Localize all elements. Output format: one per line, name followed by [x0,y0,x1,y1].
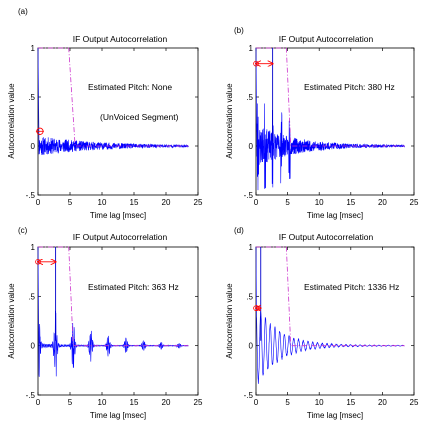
autocorrelation-line [255,47,405,191]
panel-label: (a) [18,7,28,16]
x-tick-label: 0 [254,398,259,407]
panel-b: (b) IF Output Autocorrelation 0 5 10 15 20 25… [225,26,419,220]
x-tick-label: 15 [346,398,355,407]
plot-frame [255,47,415,196]
y-tick-label: 1 [31,243,36,252]
y-tick-label: 0 [31,142,36,151]
x-tick-label: 5 [285,198,290,207]
x-axis-label: Time lag [msec] [90,411,146,420]
x-tick-label: 5 [68,398,73,407]
panel-title: IF Output Autocorrelation [279,34,374,44]
x-ticks: 0 5 10 15 20 25 [254,247,419,407]
y-ticks: -.5 0 .5 1 [26,243,198,400]
y-tick-label: -.5 [26,191,36,200]
x-tick-label: 25 [410,398,419,407]
x-tick-label: 0 [254,198,259,207]
panel-label: (c) [18,226,28,235]
y-ticks: -.5 0 .5 1 [244,44,414,200]
x-tick-label: 10 [315,398,324,407]
y-tick-label: 0 [249,142,254,151]
pitch-marker [253,305,259,311]
y-tick-label: 1 [249,44,254,53]
x-tick-label: 15 [130,398,139,407]
plot-area [35,246,189,377]
y-tick-label: .5 [246,93,253,102]
plot-frame [37,47,199,196]
plot-frame [37,246,199,396]
x-tick-label: 25 [194,198,203,207]
x-tick-label: 10 [98,198,107,207]
window-line [256,47,405,147]
panel-title: IF Output Autocorrelation [73,34,168,44]
plot-area [253,246,405,384]
y-axis-label: Autocorrelation value [225,283,234,359]
x-ticks: 0 5 10 15 20 25 [36,48,203,207]
pitch-annotation: Estimated Pitch: 363 Hz [88,282,179,292]
y-axis-label: Autocorrelation value [7,283,16,359]
window-line [38,47,189,147]
x-tick-label: 25 [410,198,419,207]
x-tick-label: 20 [378,398,387,407]
y-axis-label: Autocorrelation value [7,83,16,159]
y-tick-label: .5 [246,292,253,301]
y-tick-label: -.5 [26,391,36,400]
plot-area [35,47,189,155]
autocorrelation-line [37,47,189,155]
x-tick-label: 20 [378,198,387,207]
y-tick-label: 1 [31,44,36,53]
panel-d: (d) IF Output Autocorrelation 0 5 10 15 20 25… [225,226,419,420]
x-ticks: 0 5 10 15 20 25 [254,48,419,207]
y-tick-label: .5 [28,292,35,301]
x-tick-label: 5 [68,198,73,207]
panel-label: (b) [234,26,244,35]
x-tick-label: 20 [162,398,171,407]
panel-c: (c) IF Output Autocorrelation 0 5 10 15 20 25… [7,226,203,420]
x-tick-label: 0 [36,198,41,207]
y-tick-label: -.5 [244,191,254,200]
y-tick-label: -.5 [244,391,254,400]
y-ticks: -.5 0 .5 1 [244,243,414,400]
x-tick-label: 25 [194,398,203,407]
x-tick-label: 10 [315,198,324,207]
x-tick-label: 10 [98,398,107,407]
x-tick-label: 0 [36,398,41,407]
pitch-annotation: Estimated Pitch: None [88,82,172,92]
pitch-marker [35,258,41,265]
segment-annotation: (UnVoiced Segment) [100,112,179,122]
panel-a: (a) IF Output Autocorrelation 0 5 10 15 20 25… [7,7,203,220]
y-tick-label: 1 [249,243,254,252]
plot-frame [255,246,415,396]
x-tick-label: 15 [346,198,355,207]
x-tick-label: 15 [130,198,139,207]
panel-title: IF Output Autocorrelation [73,232,168,242]
panel-label: (d) [234,226,244,235]
x-axis-label: Time lag [msec] [90,211,146,220]
x-axis-label: Time lag [msec] [307,411,363,420]
window-line [38,246,189,347]
y-tick-label: 0 [31,342,36,351]
y-ticks: -.5 0 .5 1 [26,44,198,200]
y-axis-label: Autocorrelation value [225,83,234,159]
x-ticks: 0 5 10 15 20 25 [36,247,203,407]
pitch-annotation: Estimated Pitch: 380 Hz [304,82,395,92]
autocorrelation-line [255,246,405,384]
x-tick-label: 5 [285,398,290,407]
pitch-marker [253,60,259,67]
x-tick-label: 20 [162,198,171,207]
autocorrelation-line [37,246,189,377]
pitch-annotation: Estimated Pitch: 1336 Hz [304,282,399,292]
plot-area [253,47,405,191]
x-axis-label: Time lag [msec] [307,211,363,220]
y-tick-label: .5 [28,93,35,102]
panel-title: IF Output Autocorrelation [279,232,374,242]
window-line [256,246,405,347]
y-tick-label: 0 [249,342,254,351]
